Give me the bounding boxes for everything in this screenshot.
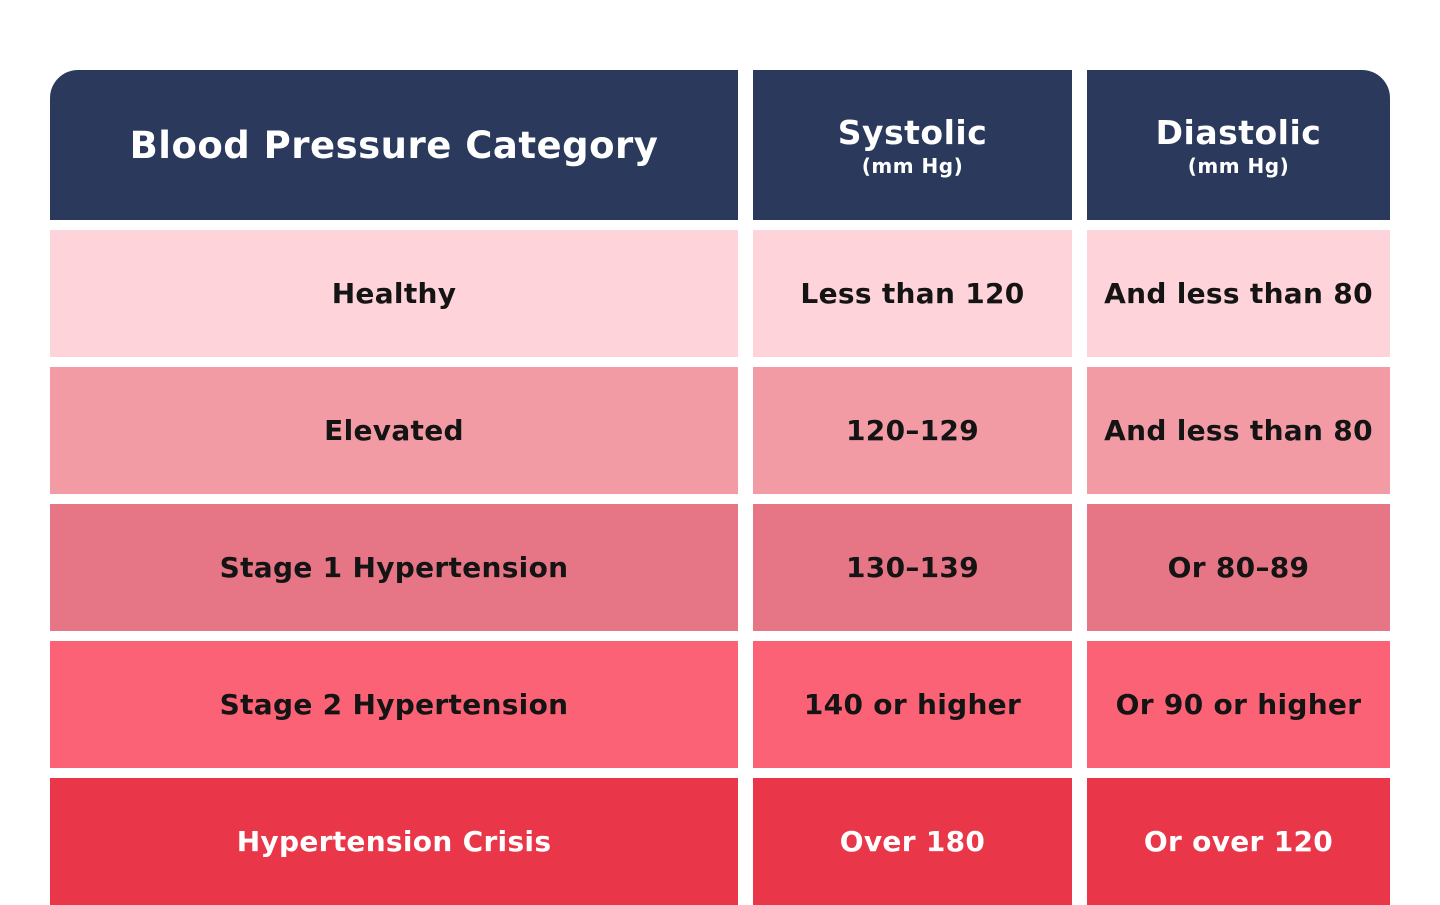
table-row-healthy-category: Healthy xyxy=(50,230,738,357)
table-row-crisis-diastolic: Or over 120 xyxy=(1087,778,1390,905)
table-row-elevated-systolic: 120–129 xyxy=(753,367,1072,494)
row-systolic-value: Over 180 xyxy=(839,825,986,858)
row-category-label: Stage 1 Hypertension xyxy=(219,551,569,584)
table-row-stage1-systolic: 130–139 xyxy=(753,504,1072,631)
row-diastolic-value: Or over 120 xyxy=(1143,825,1334,858)
header-systolic-label: Systolic xyxy=(837,112,988,152)
row-systolic-value: 130–139 xyxy=(846,551,979,584)
row-systolic-value: 140 or higher xyxy=(803,688,1022,721)
row-diastolic-value: And less than 80 xyxy=(1104,277,1373,310)
row-systolic-value: Less than 120 xyxy=(800,277,1025,310)
header-diastolic-label: Diastolic xyxy=(1155,112,1322,152)
header-cell-category: Blood Pressure Category xyxy=(50,70,738,220)
table-row-elevated-diastolic: And less than 80 xyxy=(1087,367,1390,494)
table-row-crisis-systolic: Over 180 xyxy=(753,778,1072,905)
row-category-label: Healthy xyxy=(331,277,457,310)
row-category-label: Elevated xyxy=(324,414,464,447)
table-row-stage1-diastolic: Or 80–89 xyxy=(1087,504,1390,631)
header-category-label: Blood Pressure Category xyxy=(129,123,659,167)
table-row-elevated-category: Elevated xyxy=(50,367,738,494)
row-diastolic-value: Or 80–89 xyxy=(1167,551,1310,584)
header-cell-diastolic: Diastolic (mm Hg) xyxy=(1087,70,1390,220)
table-row-healthy-diastolic: And less than 80 xyxy=(1087,230,1390,357)
table-row-crisis-category: Hypertension Crisis xyxy=(50,778,738,905)
row-diastolic-value: And less than 80 xyxy=(1104,414,1373,447)
blood-pressure-table: Blood Pressure Category Systolic (mm Hg)… xyxy=(50,70,1390,905)
table-row-stage2-systolic: 140 or higher xyxy=(753,641,1072,768)
header-diastolic-unit: (mm Hg) xyxy=(1187,153,1290,178)
row-diastolic-value: Or 90 or higher xyxy=(1115,688,1362,721)
table-row-stage2-category: Stage 2 Hypertension xyxy=(50,641,738,768)
header-cell-systolic: Systolic (mm Hg) xyxy=(753,70,1072,220)
table-row-healthy-systolic: Less than 120 xyxy=(753,230,1072,357)
row-category-label: Stage 2 Hypertension xyxy=(219,688,569,721)
header-systolic-unit: (mm Hg) xyxy=(861,153,964,178)
table-row-stage1-category: Stage 1 Hypertension xyxy=(50,504,738,631)
table-row-stage2-diastolic: Or 90 or higher xyxy=(1087,641,1390,768)
row-category-label: Hypertension Crisis xyxy=(236,825,552,858)
row-systolic-value: 120–129 xyxy=(846,414,979,447)
